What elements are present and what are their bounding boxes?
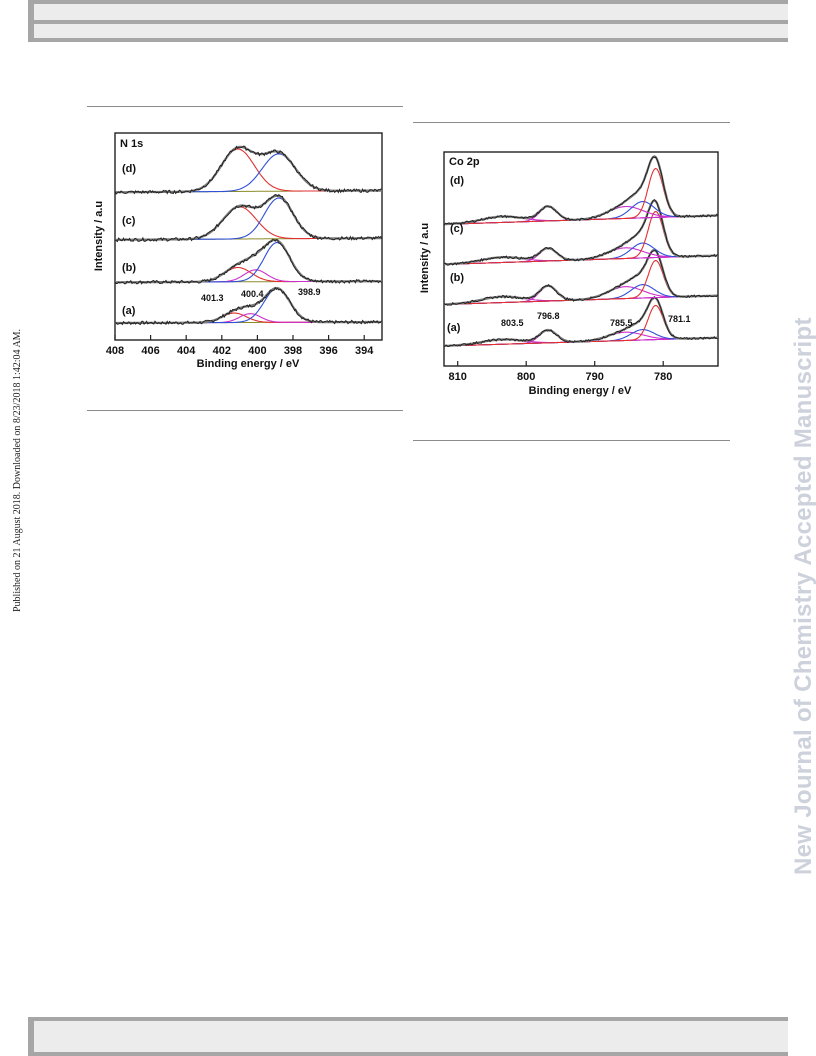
n1s-x-tick-label: 402 bbox=[213, 345, 231, 357]
n1s-data-trace-c bbox=[114, 194, 383, 243]
header-band-lower bbox=[34, 24, 788, 38]
left-figure-top-rule bbox=[87, 106, 403, 107]
n1s-series-label-c: (c) bbox=[122, 215, 136, 227]
header-band-upper bbox=[34, 4, 788, 20]
n1s-x-axis-label: Binding energy / eV bbox=[197, 358, 300, 370]
n1s-data-trace-d bbox=[114, 145, 383, 195]
n1s-y-axis-label: Intensity / a.u bbox=[93, 201, 105, 271]
co2p-x-tick-label: 790 bbox=[586, 371, 604, 383]
n1s-x-tick-label: 398 bbox=[284, 345, 302, 357]
co2p-x-tick-label: 780 bbox=[654, 371, 672, 383]
n1s-series-label-b: (b) bbox=[122, 262, 136, 274]
co2p-series-label-d: (d) bbox=[450, 175, 464, 187]
right-figure-bottom-rule bbox=[413, 440, 730, 441]
n1s-annotation-401-3: 401.3 bbox=[201, 293, 224, 303]
co2p-series-label-b: (b) bbox=[450, 272, 464, 284]
co2p-chart: 810 800 790 780 Co 2p (d) (c) (b) (a) 803.5… bbox=[419, 151, 719, 397]
co2p-data-trace-a bbox=[443, 296, 719, 348]
page-footer-bar bbox=[28, 1017, 788, 1056]
co2p-x-axis-label: Binding energy / eV bbox=[529, 385, 632, 397]
n1s-x-tick-label: 400 bbox=[248, 345, 266, 357]
n1s-chart: 408 406 404 402 400 398 396 394 N 1s (d) (c) (b… bbox=[93, 132, 383, 370]
co2p-figure: 810 800 790 780 Co 2p (d) (c) (b) (a) 803.5… bbox=[414, 146, 722, 400]
co2p-data-trace-b bbox=[443, 249, 719, 306]
co2p-series-label-a: (a) bbox=[447, 322, 461, 334]
co2p-x-tick-label: 810 bbox=[449, 371, 467, 383]
n1s-x-tick-label: 406 bbox=[141, 345, 159, 357]
publication-note: Published on 21 August 2018. Downloaded … bbox=[12, 328, 23, 612]
n1s-annotation-398-9: 398.9 bbox=[298, 287, 321, 297]
n1s-x-ticks: 408 406 404 402 400 398 396 394 bbox=[106, 335, 374, 357]
footer-band bbox=[34, 1021, 788, 1052]
n1s-data-trace-a bbox=[114, 286, 383, 326]
n1s-panel-label: N 1s bbox=[120, 138, 143, 150]
co2p-annotation-796-8: 796.8 bbox=[537, 311, 560, 321]
co2p-data-trace-d bbox=[443, 156, 719, 226]
n1s-x-tick-label: 396 bbox=[319, 345, 337, 357]
n1s-data-trace-b bbox=[114, 238, 383, 285]
n1s-x-tick-label: 394 bbox=[355, 345, 374, 357]
n1s-figure: 408 406 404 402 400 398 396 394 N 1s (d) (c) (b… bbox=[88, 128, 388, 378]
n1s-x-tick-label: 404 bbox=[177, 345, 196, 357]
co2p-annotation-803-5: 803.5 bbox=[501, 318, 524, 328]
co2p-y-axis-label: Intensity / a.u bbox=[419, 223, 431, 293]
n1s-curves bbox=[114, 145, 383, 326]
right-figure-top-rule bbox=[413, 122, 730, 123]
co2p-x-ticks: 810 800 790 780 bbox=[449, 361, 672, 383]
co2p-data-trace-c bbox=[443, 199, 719, 266]
n1s-series-label-d: (d) bbox=[122, 163, 136, 175]
co2p-annotation-785-5: 785.5 bbox=[610, 318, 633, 328]
n1s-annotation-400-4: 400.4 bbox=[241, 289, 264, 299]
co2p-x-tick-label: 800 bbox=[517, 371, 535, 383]
journal-watermark: New Journal of Chemistry Accepted Manusc… bbox=[790, 317, 816, 875]
n1s-x-tick-label: 408 bbox=[106, 345, 124, 357]
co2p-panel-label: Co 2p bbox=[449, 156, 480, 168]
n1s-series-label-a: (a) bbox=[122, 305, 136, 317]
left-figure-bottom-rule bbox=[87, 410, 403, 411]
co2p-annotation-781-1: 781.1 bbox=[668, 314, 691, 324]
co2p-series-label-c: (c) bbox=[450, 223, 464, 235]
co2p-curves bbox=[443, 155, 719, 348]
page-header-bar bbox=[28, 0, 788, 42]
